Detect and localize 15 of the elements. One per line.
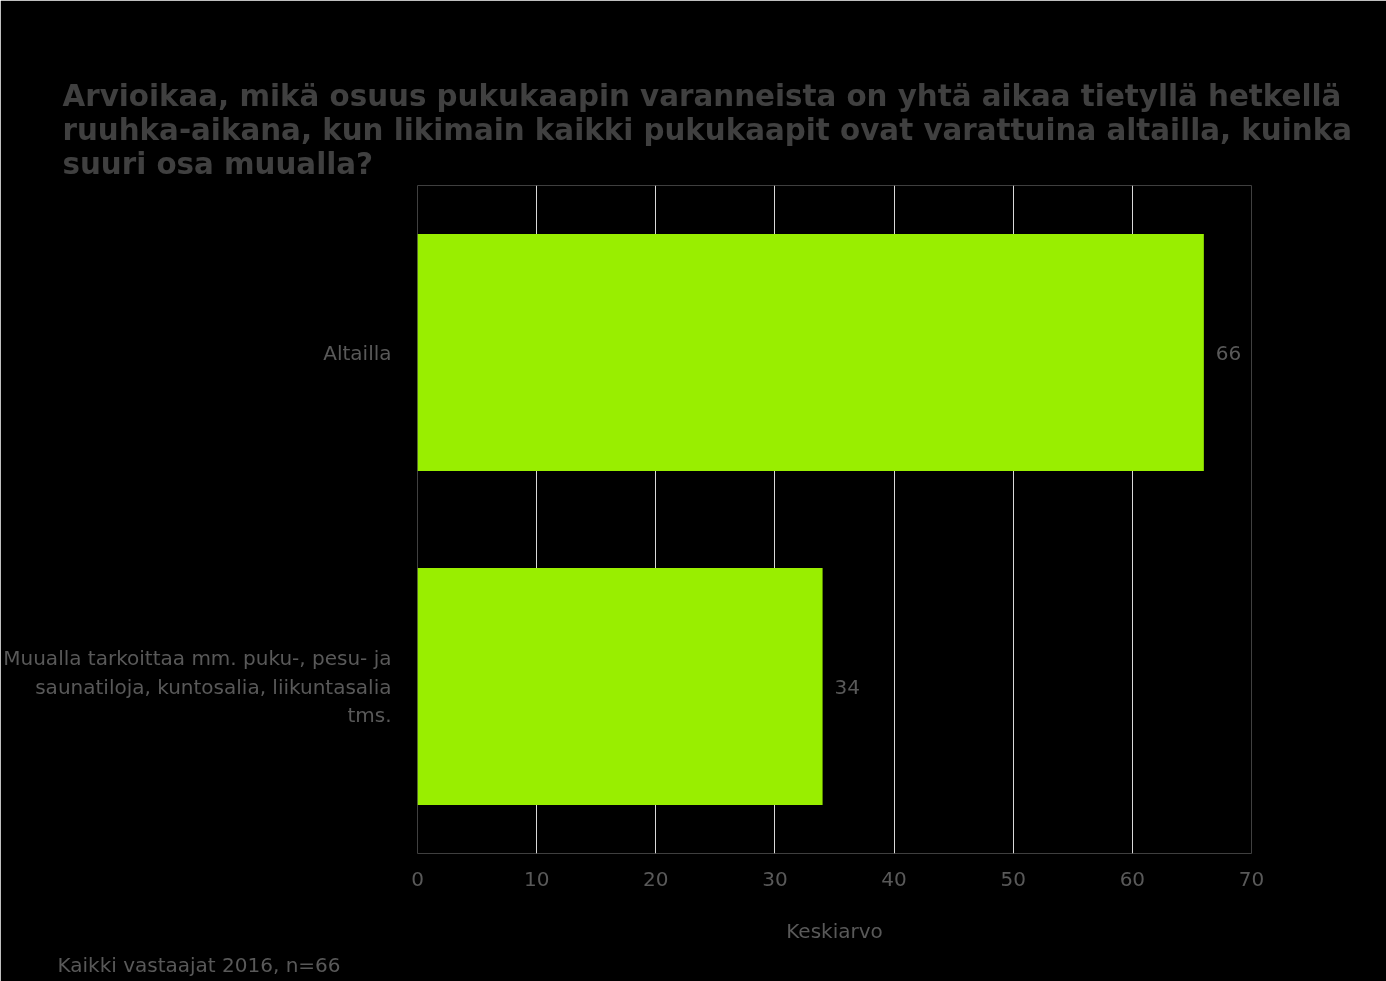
data-label: 66	[1215, 340, 1242, 365]
text: Kaikki vastaajat 2016, n=66	[57, 952, 341, 977]
y-tick-label: Altailla	[323, 340, 392, 365]
x-tick-label: 20	[643, 866, 669, 891]
x-tick-label: 0	[411, 866, 424, 891]
x-axis-title: Keskiarvo	[786, 918, 883, 943]
y-tick-label: Muualla tarkoittaa mm. puku-, pesu- ja saunatiloja, kuntosalia, liikuntasalia tms.	[3, 645, 392, 728]
x-tick-label: 10	[523, 866, 550, 891]
data-label: 34	[834, 674, 861, 699]
x-tick-label: 70	[1238, 866, 1265, 891]
chart-title: Arvioikaa, mikä osuus pukukaapin varanneista on yhtä aikaa tietyllä hetkellä ruuhka-aikana, kun likimain kaikki pukukaapit ovat varattuina altailla, kuinka suuri osa muualla?	[62, 78, 1352, 181]
x-tick-label: 50	[1000, 866, 1026, 891]
x-tick-label: 40	[881, 866, 907, 891]
x-tick-label: 30	[762, 866, 788, 891]
x-tick-label: 60	[1119, 866, 1146, 891]
